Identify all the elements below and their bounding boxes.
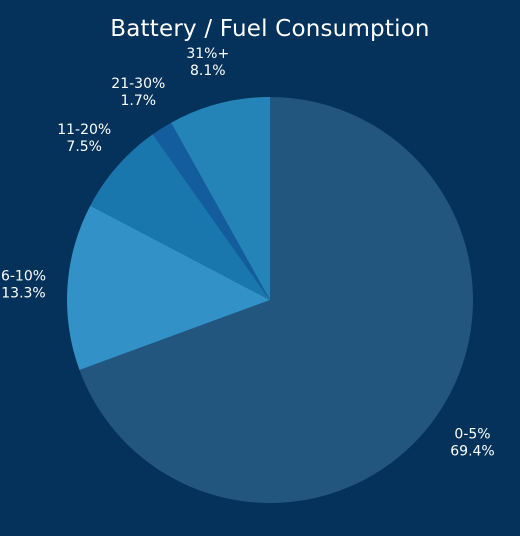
pie-slice-21-30pct[interactable] [152,122,270,300]
slice-percent: 13.3% [1,286,45,302]
slice-percent: 8.1% [190,63,226,79]
pie-slice-6-10pct[interactable] [67,205,270,370]
pie-slice-11-20pct[interactable] [90,134,270,300]
slice-label-21-30pct: 21-30% 1.7% [111,76,165,109]
slice-percent: 1.7% [121,93,157,109]
pie-slice-31pctplus[interactable] [171,97,270,300]
pie-slice-0-5pct[interactable] [79,97,474,504]
slice-label-31pctplus: 31%+ 8.1% [186,46,229,79]
slice-percent: 7.5% [66,139,102,155]
slice-label-11-20pct: 11-20% 7.5% [57,122,111,155]
slice-category: 6-10% [1,269,46,285]
slice-category: 11-20% [57,122,111,138]
slice-percent: 69.4% [450,443,494,459]
slice-label-0-5pct: 0-5% 69.4% [450,426,494,459]
slice-label-6-10pct: 6-10% 13.3% [1,269,46,302]
chart-title: Battery / Fuel Consumption [110,16,430,42]
slice-category: 0-5% [454,426,490,442]
slice-category: 31%+ [186,46,229,62]
slice-category: 21-30% [111,76,165,92]
